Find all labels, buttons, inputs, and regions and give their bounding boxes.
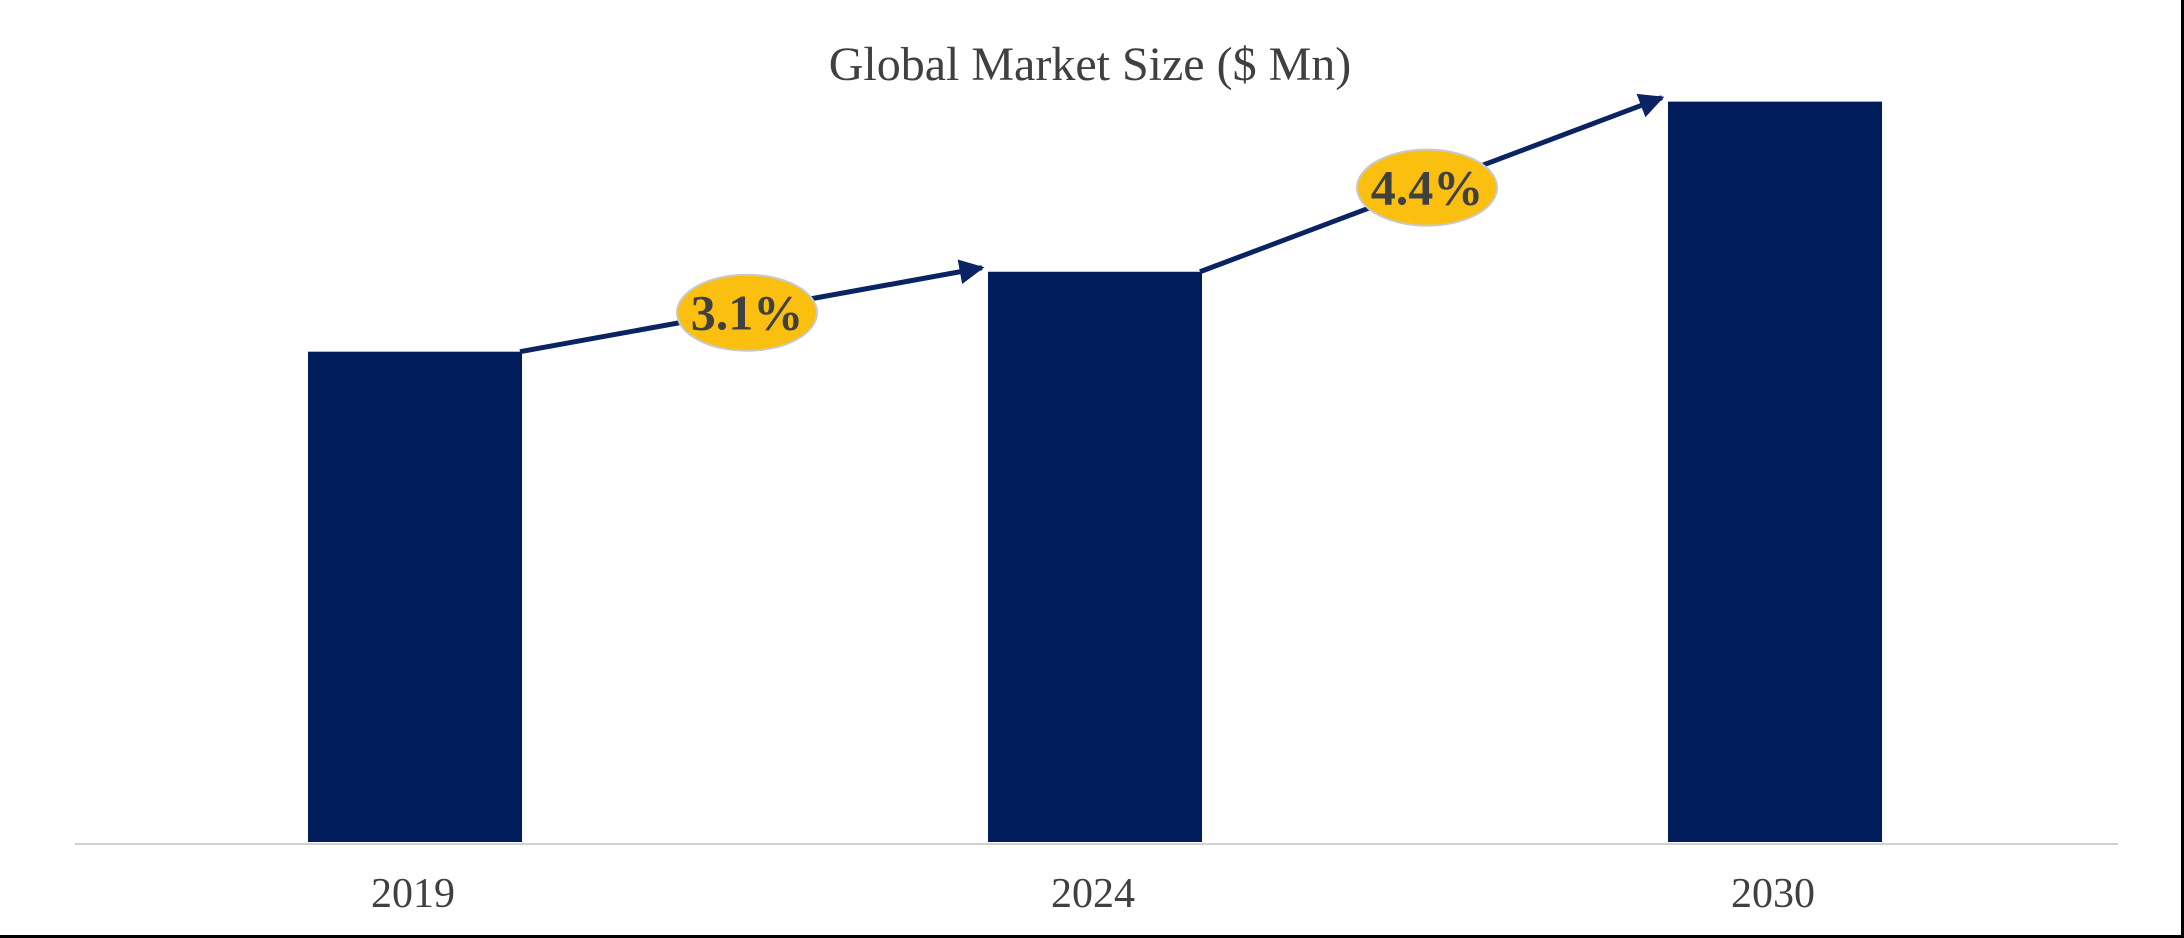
bar-2019	[308, 351, 522, 842]
x-tick-label-2030: 2030	[1731, 871, 1815, 917]
cagr-label: 4.4%	[1371, 160, 1484, 216]
cagr-badge-2019-2024: 3.1%	[676, 273, 818, 352]
cagr-badges: 3.1% 4.4%	[676, 148, 1498, 352]
x-tick-label-2024: 2024	[1051, 871, 1135, 917]
bar-2030	[1668, 101, 1882, 842]
bars-layer	[308, 101, 1882, 842]
x-tick-labels: 2019 2024 2030	[371, 871, 1815, 917]
cagr-badge-shape	[1356, 148, 1498, 227]
cagr-badge-shape	[676, 273, 818, 352]
bar-2024	[988, 271, 1202, 842]
chart-title: Global Market Size ($ Mn)	[829, 38, 1352, 91]
x-tick-label-2019: 2019	[371, 871, 455, 917]
cagr-badge-2024-2030: 4.4%	[1356, 148, 1498, 227]
cagr-label: 3.1%	[691, 285, 804, 341]
